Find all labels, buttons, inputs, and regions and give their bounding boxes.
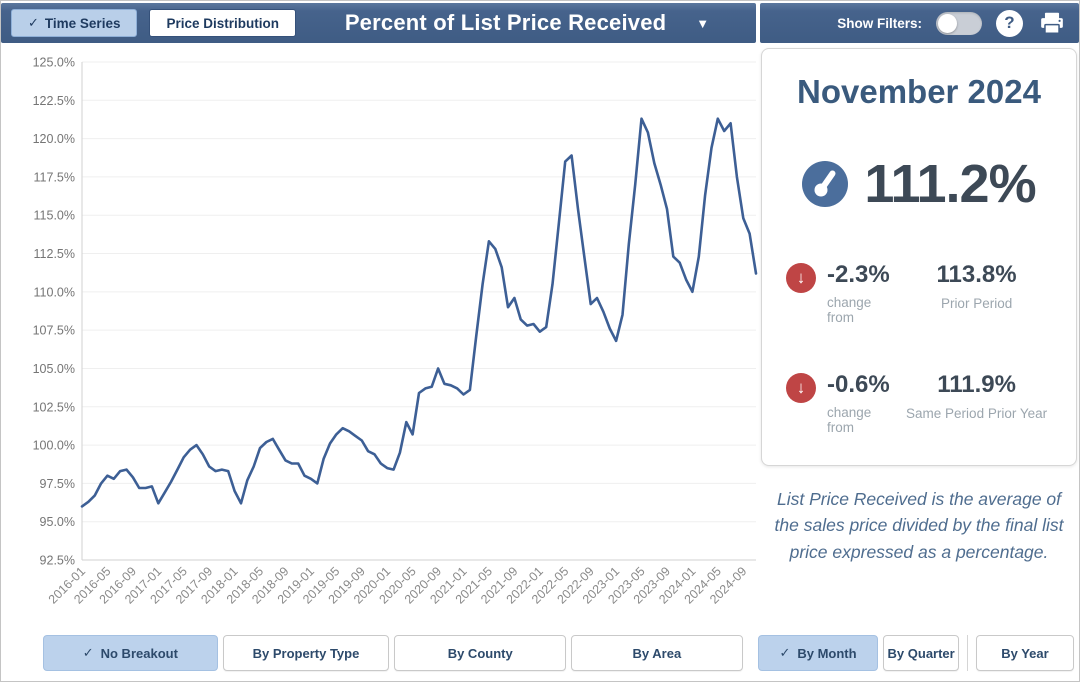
breakout-button-no-breakout[interactable]: ✓ No Breakout: [43, 635, 218, 671]
y-tick-label: 105.0%: [33, 362, 75, 376]
y-tick-label: 102.5%: [33, 400, 75, 414]
button-divider: [966, 635, 968, 671]
page-title: Percent of List Price Received: [344, 10, 667, 35]
question-mark-icon: ?: [1004, 13, 1015, 32]
stat-selector[interactable]: Percent of List Price Received ▼: [308, 10, 746, 36]
down-arrow-glyph: ↓: [796, 378, 806, 397]
change-block: ↓ -0.6% change from: [786, 371, 901, 435]
y-tick-label: 122.5%: [33, 94, 75, 108]
comparison-label: Prior Period: [940, 296, 1013, 311]
y-tick-label: 92.5%: [40, 554, 75, 568]
time-series-chart[interactable]: 92.5% 95.0% 97.5% 100.0% 102.5% 105.0% 107.5% 1…: [1, 43, 761, 628]
y-tick-label: 95.0%: [40, 515, 75, 529]
y-tick-label: 100.0%: [33, 439, 75, 453]
breakout-button-by-property-type[interactable]: By Property Type: [222, 635, 390, 671]
check-icon: ✓: [779, 645, 791, 660]
down-arrow-glyph: ↓: [796, 268, 806, 287]
y-tick-label: 125.0%: [33, 56, 75, 70]
summary-panel: November 2024 111.2% ↓ -2.3% change from: [761, 48, 1077, 565]
period-title: November 2024: [797, 73, 1041, 110]
show-filters-toggle[interactable]: [936, 11, 982, 35]
summary-card: November 2024 111.2% ↓ -2.3% change from: [761, 48, 1077, 466]
chart-type-button-time-series[interactable]: ✓ Time Series: [11, 9, 138, 37]
change-row-prior-year: ↓ -0.6% change from 111.9% Same Period P…: [780, 371, 1058, 435]
change-label: change from: [827, 295, 872, 325]
comparison-block: 113.8% Prior Period: [901, 261, 1052, 313]
check-icon: ✓: [82, 645, 94, 660]
y-tick-label: 120.0%: [33, 132, 75, 146]
breakout-button-by-county[interactable]: By County: [394, 635, 567, 671]
print-button[interactable]: [1037, 8, 1067, 38]
breakout-button-by-month[interactable]: ✓ By Month: [757, 635, 879, 671]
breakout-button-by-year[interactable]: By Year: [975, 635, 1074, 671]
topbar-right: Show Filters: ?: [760, 3, 1079, 43]
breakout-button-by-quarter[interactable]: By Quarter: [883, 635, 959, 671]
y-tick-label: 115.0%: [34, 209, 75, 223]
change-block: ↓ -2.3% change from: [786, 261, 901, 325]
check-icon: ✓: [28, 15, 39, 30]
series-line: [80, 117, 758, 508]
topbar: ✓ Time Series Price Distribution Percent o…: [1, 3, 1079, 43]
change-value: -2.3%: [827, 261, 890, 288]
printer-icon: [1041, 12, 1063, 35]
gauge-icon: [802, 161, 849, 207]
y-tick-label: 107.5%: [33, 324, 75, 338]
change-label: change from: [827, 405, 872, 435]
breakout-button-by-area[interactable]: By Area: [571, 635, 743, 671]
down-arrow-icon: ↓: [786, 373, 816, 403]
change-row-prior-period: ↓ -2.3% change from 113.8% Prior Period: [780, 261, 1058, 325]
comparison-block: 111.9% Same Period Prior Year: [901, 371, 1052, 423]
y-tick-label: 110.0%: [34, 285, 75, 299]
chart-area: 92.5% 95.0% 97.5% 100.0% 102.5% 105.0% 107.5% 1…: [1, 43, 761, 628]
change-stack: -2.3% change from: [827, 261, 901, 325]
comparison-label: Same Period Prior Year: [906, 406, 1048, 421]
y-tick-label: 97.5%: [40, 477, 75, 491]
breakout-bar: ✓ No Breakout By Property Type By County By …: [1, 635, 1079, 671]
down-arrow-icon: ↓: [786, 263, 816, 293]
show-filters-label: Show Filters:: [837, 15, 922, 31]
comparison-value: 111.9%: [937, 371, 1016, 398]
comparison-value: 113.8%: [936, 261, 1017, 288]
current-value-row: 111.2%: [780, 153, 1058, 215]
chart-type-buttons: ✓ Time Series Price Distribution: [11, 9, 308, 37]
change-value: -0.6%: [827, 371, 890, 398]
y-tick-label: 112.5%: [34, 247, 75, 261]
topbar-divider: [756, 3, 760, 43]
change-stack: -0.6% change from: [827, 371, 901, 435]
chart-type-button-price-distribution[interactable]: Price Distribution: [149, 9, 296, 37]
y-tick-label: 117.5%: [34, 170, 75, 184]
help-button[interactable]: ?: [996, 9, 1023, 37]
current-value: 111.2%: [864, 154, 1036, 214]
topbar-left: ✓ Time Series Price Distribution Percent o…: [1, 3, 756, 43]
caret-down-icon[interactable]: ▼: [696, 15, 710, 31]
metric-description: List Price Received is the average of th…: [774, 489, 1064, 562]
toggle-knob: [938, 13, 957, 33]
